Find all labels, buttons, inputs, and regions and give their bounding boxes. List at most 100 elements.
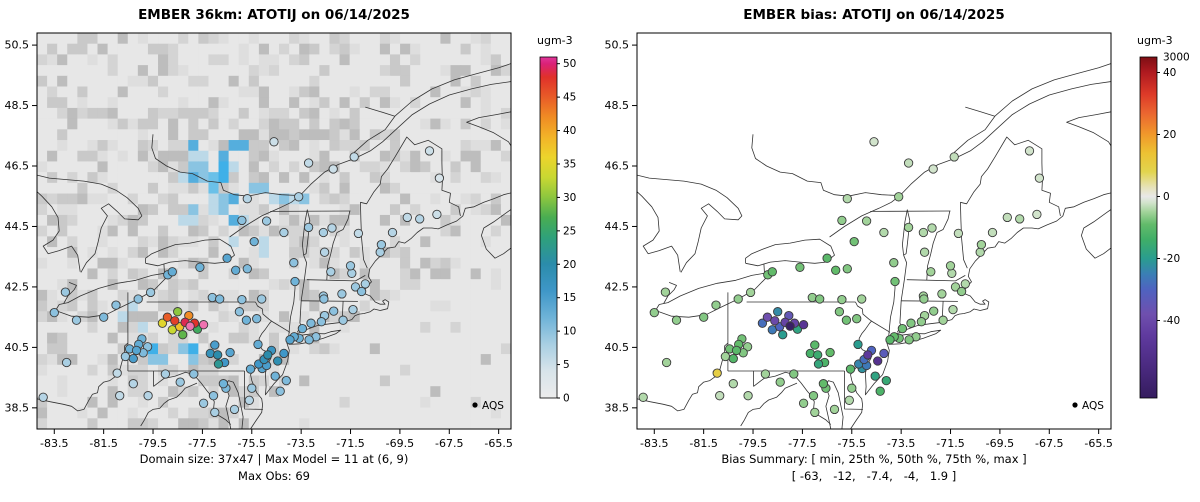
site-dot — [60, 287, 71, 297]
bias-legend: AQS — [1072, 400, 1104, 412]
x-tick-label: -71.5 — [936, 437, 964, 450]
y-tick-label: 50.5 — [605, 39, 630, 52]
bias-sites-layer — [638, 137, 1045, 418]
site-dot — [257, 294, 267, 304]
site-dot — [807, 292, 817, 303]
site-dot — [875, 386, 885, 396]
site-dot — [948, 304, 958, 315]
site-dot — [808, 391, 819, 401]
site-dot — [327, 223, 337, 233]
site-dot — [638, 392, 648, 402]
site-dot — [834, 307, 845, 317]
x-tick-label: -67.5 — [1035, 437, 1063, 450]
site-dot — [870, 371, 880, 381]
x-tick-label: -71.5 — [336, 437, 364, 450]
site-dot — [252, 314, 262, 324]
x-tick-label: -75.5 — [838, 437, 866, 450]
colorbar-tick-label: 40 — [1163, 67, 1176, 79]
site-dot — [661, 357, 672, 368]
site-dot — [38, 392, 48, 402]
site-dot — [263, 350, 273, 360]
colorbar-tick-label: -20 — [1163, 253, 1180, 265]
site-dot — [906, 318, 916, 328]
site-dot — [198, 320, 209, 330]
x-tick-label: -69.5 — [986, 437, 1014, 450]
site-dot — [347, 268, 357, 278]
site-dot — [903, 222, 914, 233]
site-dot — [825, 347, 835, 358]
site-dot — [316, 317, 327, 327]
site-dot — [745, 287, 756, 298]
site-dot — [813, 359, 824, 369]
y-tick-label: 40.5 — [5, 341, 30, 354]
x-tick-label: -75.5 — [238, 437, 266, 450]
panel-bias: -83.5 -81.5 -79.5 -77.5 -75.5 -73.5 -71.5 -69.5… — [600, 0, 1200, 502]
site-dot — [743, 391, 753, 401]
site-dot — [218, 379, 229, 389]
site-dot — [237, 215, 247, 226]
site-dot — [928, 164, 938, 174]
site-dot — [822, 253, 832, 263]
y-tick-label: 48.5 — [605, 99, 630, 112]
site-dot — [1024, 146, 1035, 156]
x-tick-label: -79.5 — [139, 437, 167, 450]
site-dot — [115, 391, 125, 401]
x-tick-label: -81.5 — [689, 437, 717, 450]
site-dot — [160, 369, 171, 379]
x-tick-label: -65.5 — [1084, 437, 1112, 450]
site-dot — [387, 227, 398, 238]
site-dot — [434, 173, 445, 183]
colorbar-bar — [1139, 56, 1158, 399]
x-tick-label: -73.5 — [887, 437, 915, 450]
colorbar-tick-label: 20 — [563, 259, 576, 271]
site-dot — [185, 321, 195, 331]
site-dot — [328, 164, 338, 174]
site-dot — [1015, 214, 1025, 224]
colorbar-tick-label: 35 — [563, 158, 576, 170]
site-dot — [889, 258, 899, 268]
site-dot — [349, 152, 359, 162]
site-dot — [818, 379, 829, 389]
site-dot — [660, 287, 671, 297]
site-dot — [767, 267, 777, 277]
bias-colorbar: ugm-3 -40 -20 0 20 40 3000 — [1137, 34, 1190, 399]
site-dot — [762, 312, 773, 322]
site-dot — [170, 316, 180, 326]
site-dot — [897, 323, 908, 334]
site-dot — [210, 340, 220, 350]
site-dot — [831, 265, 841, 275]
site-dot — [837, 215, 847, 226]
model-footer-domain: Domain size: 37x47 | Max Model = 11 at (… — [139, 452, 409, 466]
site-dot — [303, 222, 314, 233]
site-dot — [760, 369, 771, 379]
site-dot — [178, 330, 188, 340]
site-dot — [198, 398, 209, 408]
site-dot — [345, 261, 356, 271]
site-dot — [953, 228, 964, 239]
site-dot — [733, 294, 743, 304]
x-tick-label: -73.5 — [287, 437, 315, 450]
bias-map-plot: -83.5 -81.5 -79.5 -77.5 -75.5 -73.5 -71.5 -69.5… — [605, 32, 1190, 450]
site-dot — [1002, 212, 1012, 223]
site-dot — [728, 379, 738, 389]
site-dot — [810, 340, 820, 350]
site-dot — [841, 315, 852, 325]
site-dot — [207, 292, 217, 303]
site-dot — [279, 348, 289, 359]
site-dot — [326, 267, 336, 277]
site-dot — [143, 391, 153, 401]
site-dot — [173, 307, 183, 317]
site-dot — [919, 247, 930, 257]
site-dot — [285, 335, 295, 345]
y-tick-label: 46.5 — [605, 160, 630, 173]
site-dot — [956, 286, 967, 297]
site-dot — [728, 353, 738, 364]
colorbar-title: ugm-3 — [537, 34, 573, 47]
site-dot — [844, 395, 854, 405]
site-dot — [241, 315, 252, 325]
site-dot — [112, 368, 122, 378]
site-dot — [375, 247, 385, 257]
site-dot — [810, 407, 820, 418]
site-dot — [348, 304, 358, 315]
site-dot — [273, 356, 283, 366]
